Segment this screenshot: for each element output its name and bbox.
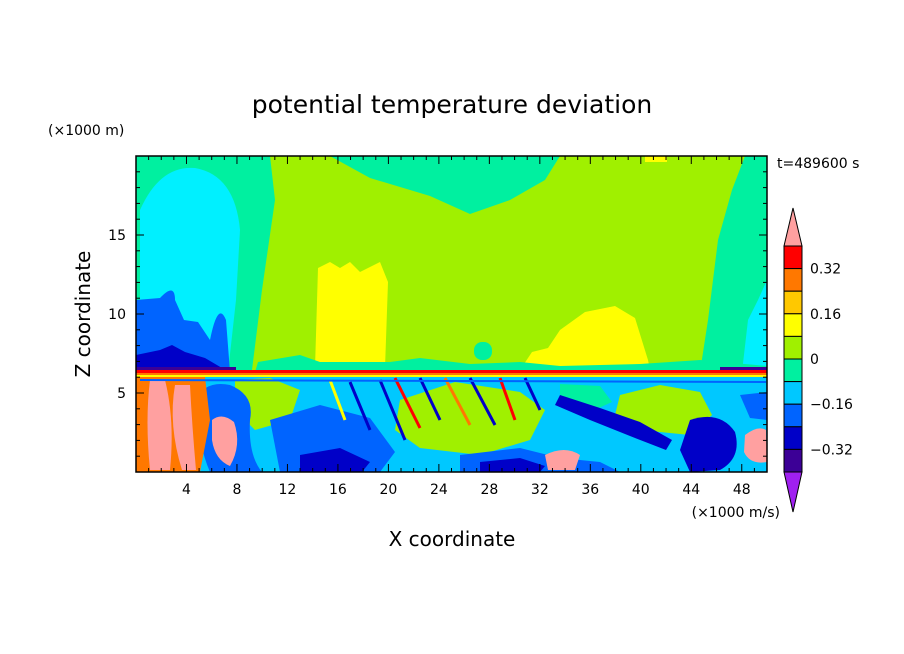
contour-field <box>136 156 767 472</box>
field-yellow-right <box>520 306 650 370</box>
field-yellow-left <box>315 262 388 368</box>
x-tick-label: 8 <box>232 482 241 498</box>
x-axis: 4 8 12 16 20 24 28 32 36 40 44 48 <box>148 156 755 498</box>
x-tick-label: 12 <box>279 482 297 498</box>
inversion-orange <box>136 373 767 375</box>
field-pink-left <box>147 380 172 470</box>
field-pink-mid <box>172 385 196 470</box>
x-axis-label: X coordinate <box>389 527 516 551</box>
field-green-band <box>255 355 767 372</box>
y-axis-label: Z coordinate <box>71 251 95 378</box>
colorbar: 0.32 0.16 0 −0.16 −0.32 <box>783 207 853 513</box>
colorbar-swatch <box>783 358 803 383</box>
x-tick-label: 4 <box>182 482 191 498</box>
inversion-yellow <box>136 375 767 377</box>
y-unit-label: (×1000 m) <box>48 123 124 139</box>
colorbar-swatch <box>783 448 803 473</box>
chart-title: potential temperature deviation <box>252 90 652 119</box>
field-lower-darkblue-mid <box>300 448 370 472</box>
time-label: t=489600 s <box>777 156 859 172</box>
colorbar-swatch <box>783 245 803 270</box>
colorbar-swatch <box>783 268 803 292</box>
colorbar-swatch <box>783 403 803 428</box>
colorbar-label: 0.32 <box>810 262 841 278</box>
x-tick-label: 28 <box>480 482 498 498</box>
colorbar-swatch <box>783 290 803 315</box>
x-tick-label: 20 <box>379 482 397 498</box>
field-right-cyan <box>742 280 767 372</box>
inversion-purple-right <box>720 367 767 370</box>
field-left-darkblue <box>136 345 222 372</box>
field-pink-left-bg <box>136 377 210 472</box>
field-pink-lowright <box>545 450 580 470</box>
inversion-red <box>136 370 767 373</box>
turbulent-streaks <box>139 377 767 441</box>
colorbar-swatch <box>783 426 803 450</box>
field-lower-blue-farright <box>740 392 767 420</box>
field-lower-darkblue-center <box>480 458 545 472</box>
y-tick-label: 15 <box>108 228 126 244</box>
colorbar-swatch <box>783 313 803 337</box>
field-top-green <box>330 156 560 214</box>
colorbar-label: 0.16 <box>810 307 841 323</box>
field-lower-blue-streak <box>555 395 672 450</box>
field-top-yellow <box>645 156 667 162</box>
field-lower-blue-right <box>680 416 737 472</box>
colorbar-label: 0 <box>810 352 819 368</box>
x-unit-label: (×1000 m/s) <box>692 505 780 521</box>
colorbar-swatch <box>783 381 803 405</box>
x-tick-label: 40 <box>632 482 650 498</box>
x-tick-label: 44 <box>682 482 700 498</box>
x-tick-label: 16 <box>329 482 347 498</box>
field-green-spot <box>474 342 492 360</box>
y-tick-label: 10 <box>108 307 126 323</box>
colorbar-bottom-triangle <box>783 471 803 513</box>
colorbar-top-triangle <box>783 207 803 247</box>
x-tick-label: 48 <box>733 482 751 498</box>
field-pink-farright <box>744 428 767 463</box>
colorbar-label: −0.32 <box>810 442 853 458</box>
field-pink-right <box>212 416 238 466</box>
y-tick-label: 5 <box>117 386 126 402</box>
colorbar-swatch <box>783 335 803 360</box>
inversion-purple <box>136 367 236 370</box>
colorbar-label: −0.16 <box>810 397 853 413</box>
x-tick-label: 24 <box>430 482 448 498</box>
x-tick-label: 32 <box>531 482 549 498</box>
y-axis: 5 10 15 <box>108 171 767 457</box>
x-tick-label: 36 <box>581 482 599 498</box>
